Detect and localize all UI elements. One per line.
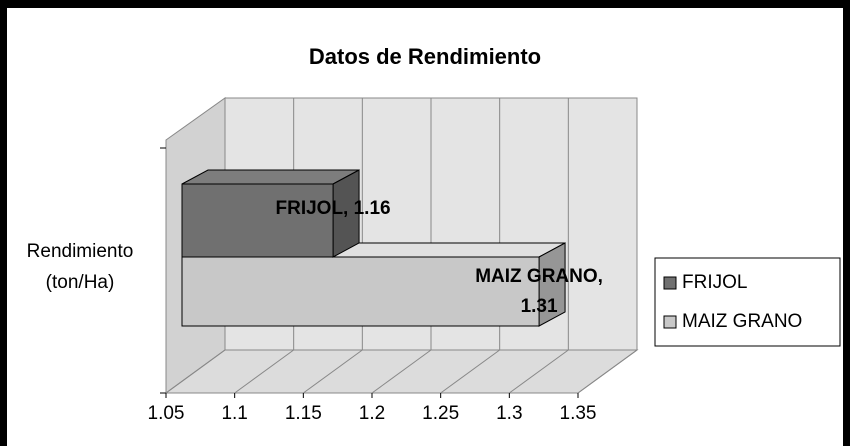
legend-label: FRIJOL [682, 272, 747, 293]
bar [181, 169, 360, 258]
x-tick-label: 1.05 [148, 403, 185, 424]
bar-top [181, 169, 360, 185]
x-tick-label: 1.35 [560, 403, 597, 424]
data-label: MAIZ GRANO, 1.31 [475, 265, 603, 317]
bar-front [181, 256, 540, 327]
category-label: Rendimiento (ton/Ha) [26, 241, 134, 293]
grid-line [371, 349, 432, 394]
data-label: FRIJOL, 1.16 [275, 197, 391, 219]
grid-line [577, 349, 638, 394]
grid-line [303, 349, 363, 394]
legend-swatch [663, 315, 677, 329]
grid-line [509, 349, 569, 394]
x-tick-label: 1.3 [496, 403, 522, 424]
grid-line [234, 349, 294, 394]
grid-line [165, 349, 226, 394]
x-tick-label: 1.25 [422, 403, 459, 424]
legend [654, 257, 841, 347]
legend-swatch [663, 276, 677, 290]
x-tick-label: 1.1 [221, 403, 247, 424]
chart-title: Datos de Rendimiento [309, 44, 541, 69]
grid-line [440, 349, 500, 394]
x-tick-label: 1.15 [285, 403, 322, 424]
bar-front [181, 183, 334, 258]
legend-label: MAIZ GRANO [682, 311, 802, 332]
x-tick-label: 1.2 [359, 403, 385, 424]
